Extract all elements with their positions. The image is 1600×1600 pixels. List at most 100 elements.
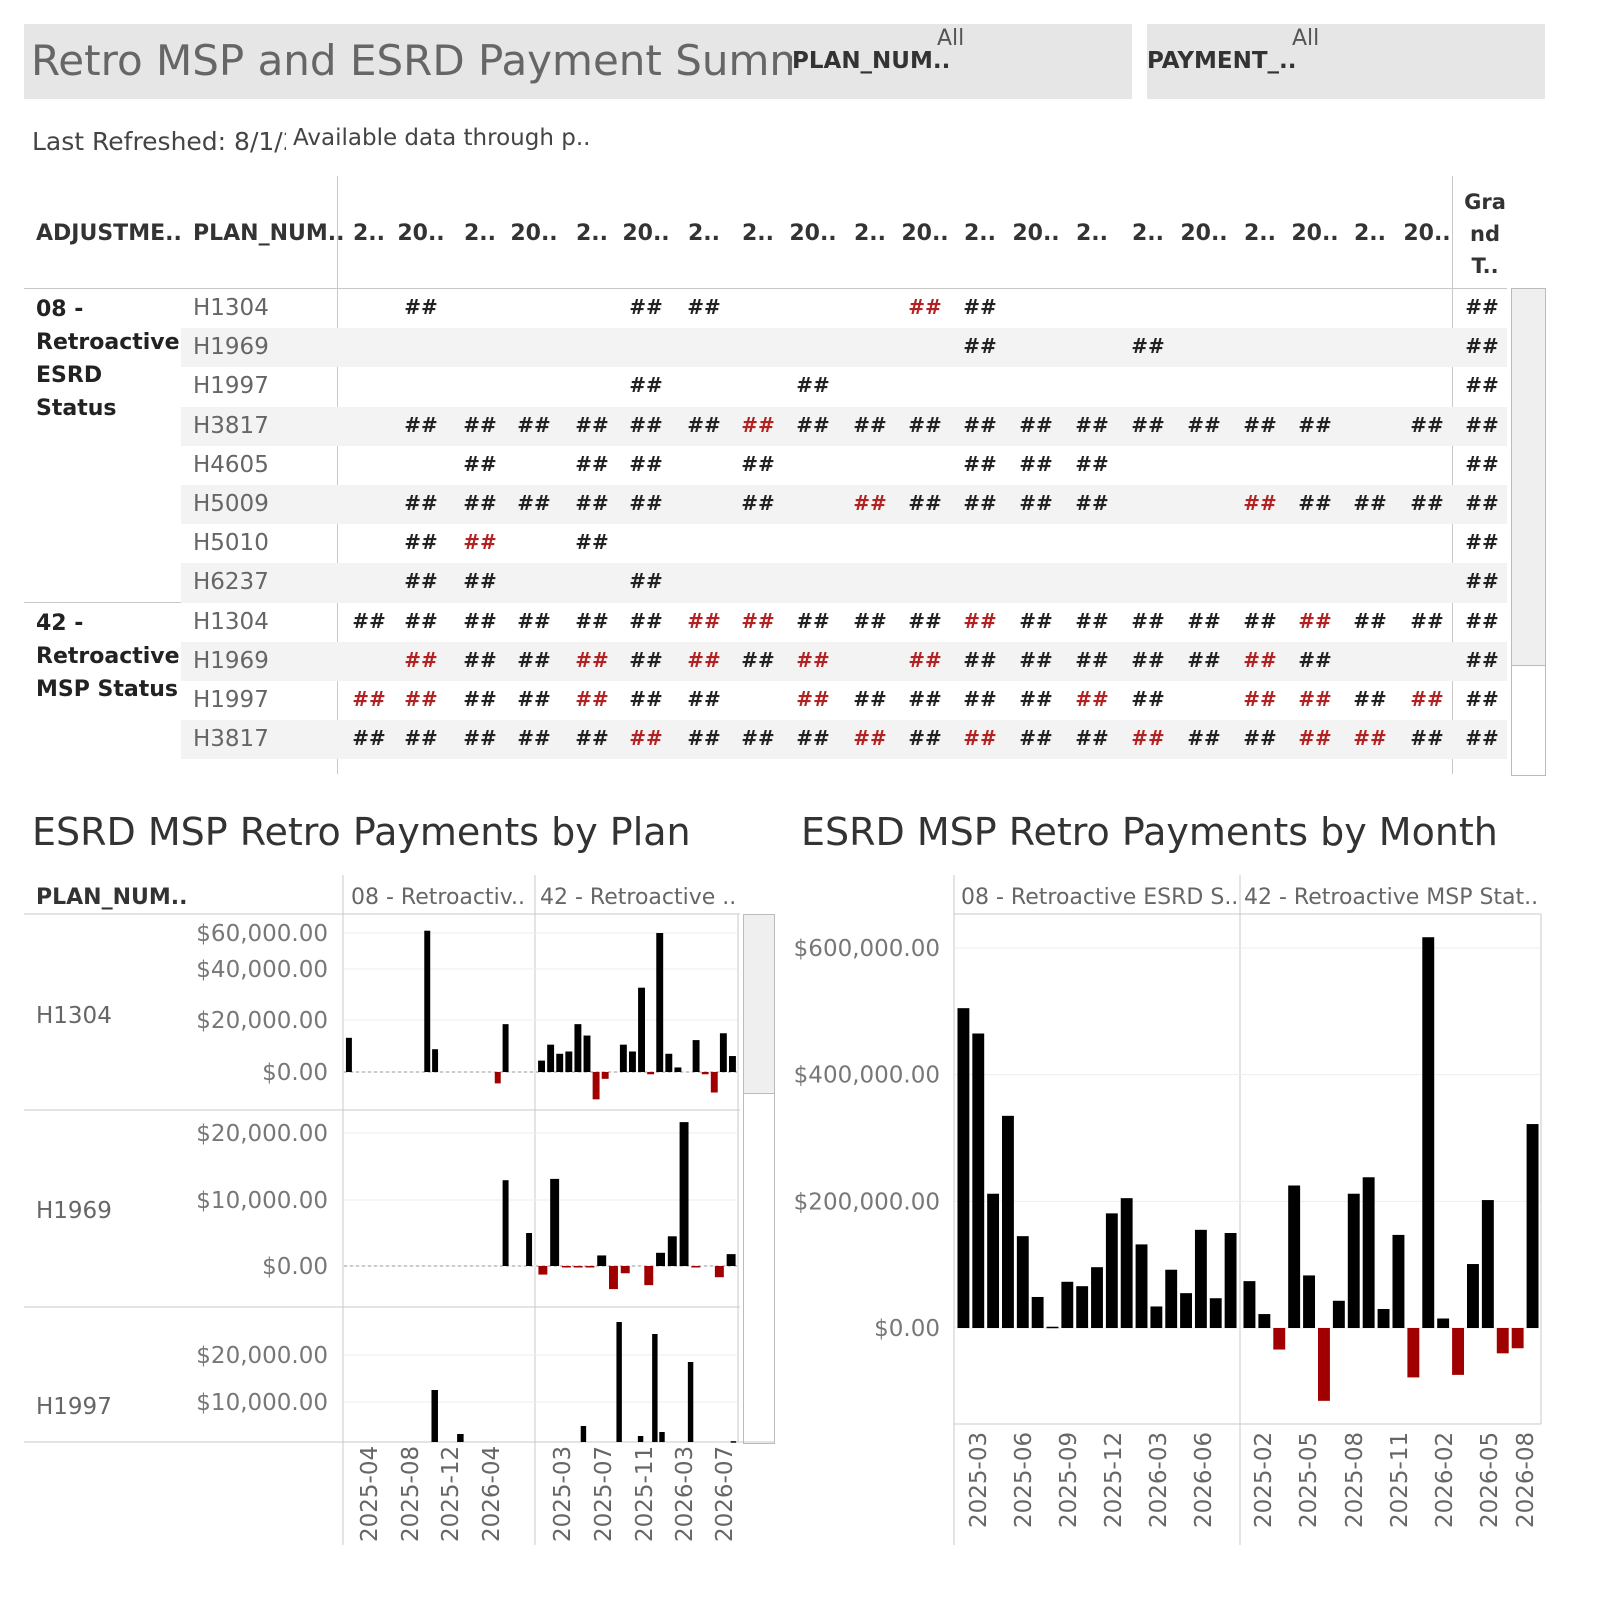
- table-cell[interactable]: ##: [1298, 608, 1332, 633]
- table-cell[interactable]: ##: [629, 608, 663, 633]
- table-cell[interactable]: ##: [853, 491, 887, 515]
- grand-total-cell[interactable]: ##: [1465, 530, 1499, 555]
- table-cell[interactable]: ##: [687, 647, 721, 672]
- table-cell[interactable]: ##: [908, 412, 942, 437]
- table-cell[interactable]: ##: [1410, 491, 1444, 515]
- month-col-header[interactable]: 2..: [352, 221, 386, 246]
- table-cell[interactable]: ##: [463, 726, 497, 751]
- table-cell[interactable]: ##: [1019, 647, 1053, 672]
- month-col-header[interactable]: 20..: [397, 221, 445, 246]
- table-cell[interactable]: ##: [1131, 726, 1165, 751]
- table-cell[interactable]: ##: [1075, 451, 1109, 476]
- grand-total-cell[interactable]: ##: [1465, 647, 1499, 672]
- table-cell[interactable]: ##: [404, 530, 438, 555]
- table-cell[interactable]: ##: [404, 295, 438, 319]
- table-cell[interactable]: ##: [1075, 726, 1109, 751]
- plan-chart-scrollbar[interactable]: [743, 914, 775, 1444]
- payment-filter[interactable]: PAYMENT_.. All: [1147, 24, 1545, 99]
- table-cell[interactable]: ##: [853, 726, 887, 751]
- month-col-header[interactable]: 2..: [963, 221, 997, 246]
- table-cell[interactable]: ##: [575, 530, 609, 555]
- payment-filter-value[interactable]: All: [1292, 26, 1320, 51]
- grand-total-cell[interactable]: ##: [1465, 334, 1499, 359]
- table-cell[interactable]: ##: [629, 412, 663, 437]
- table-cell[interactable]: ##: [404, 412, 438, 437]
- table-cell[interactable]: ##: [1019, 687, 1053, 711]
- table-cell[interactable]: ##: [1243, 608, 1277, 633]
- table-cell[interactable]: ##: [963, 608, 997, 633]
- grand-total-header[interactable]: Gra nd T..: [1464, 190, 1506, 278]
- table-cell[interactable]: ##: [629, 647, 663, 672]
- table-cell[interactable]: ##: [796, 687, 830, 711]
- table-cell[interactable]: ##: [575, 451, 609, 476]
- plan-num-filter-value[interactable]: All: [937, 26, 965, 51]
- adjustment-col-header[interactable]: ADJUSTME..: [36, 221, 182, 246]
- table-cell[interactable]: ##: [352, 687, 386, 711]
- table-cell[interactable]: ##: [463, 491, 497, 515]
- plan-chart-scrollbar-thumb[interactable]: [744, 915, 774, 1094]
- month-col-header[interactable]: 20..: [622, 221, 670, 246]
- table-cell[interactable]: ##: [1410, 412, 1444, 437]
- grand-total-cell[interactable]: ##: [1465, 373, 1499, 398]
- table-cell[interactable]: ##: [796, 726, 830, 751]
- table-cell[interactable]: ##: [1243, 491, 1277, 515]
- table-cell[interactable]: ##: [629, 491, 663, 515]
- table-cell[interactable]: ##: [1075, 608, 1109, 633]
- table-cell[interactable]: ##: [1075, 412, 1109, 437]
- table-cell[interactable]: ##: [1187, 608, 1221, 633]
- table-scrollbar-thumb[interactable]: [1512, 289, 1545, 666]
- table-cell[interactable]: ##: [404, 569, 438, 594]
- table-cell[interactable]: ##: [1353, 726, 1387, 751]
- table-cell[interactable]: ##: [629, 726, 663, 751]
- grand-total-cell[interactable]: ##: [1465, 412, 1499, 437]
- month-col-header[interactable]: 20..: [1403, 221, 1451, 246]
- table-cell[interactable]: ##: [575, 608, 609, 633]
- table-cell[interactable]: ##: [963, 647, 997, 672]
- table-cell[interactable]: ##: [404, 491, 438, 515]
- table-cell[interactable]: ##: [404, 726, 438, 751]
- month-col-header[interactable]: 2..: [575, 221, 609, 246]
- table-cell[interactable]: ##: [1243, 687, 1277, 711]
- table-cell[interactable]: ##: [1298, 412, 1332, 437]
- plan-num-filter[interactable]: PLAN_NUM.. All: [792, 24, 1132, 99]
- table-cell[interactable]: ##: [908, 647, 942, 672]
- table-cell[interactable]: ##: [1298, 647, 1332, 672]
- table-cell[interactable]: ##: [741, 726, 775, 751]
- table-cell[interactable]: ##: [796, 373, 830, 398]
- grand-total-cell[interactable]: ##: [1465, 726, 1499, 751]
- grand-total-cell[interactable]: ##: [1465, 687, 1499, 711]
- table-cell[interactable]: ##: [796, 608, 830, 633]
- table-cell[interactable]: ##: [575, 412, 609, 437]
- month-col-header[interactable]: 20..: [789, 221, 837, 246]
- table-cell[interactable]: ##: [1019, 608, 1053, 633]
- table-cell[interactable]: ##: [1243, 726, 1277, 751]
- plan-col-header[interactable]: PLAN_NUM..: [193, 221, 345, 246]
- table-cell[interactable]: ##: [1131, 334, 1165, 359]
- table-cell[interactable]: ##: [352, 726, 386, 751]
- table-cell[interactable]: ##: [517, 491, 551, 515]
- table-cell[interactable]: ##: [908, 491, 942, 515]
- table-cell[interactable]: ##: [908, 608, 942, 633]
- table-cell[interactable]: ##: [575, 491, 609, 515]
- grand-total-cell[interactable]: ##: [1465, 608, 1499, 633]
- table-cell[interactable]: ##: [517, 647, 551, 672]
- month-col-header[interactable]: 20..: [1012, 221, 1060, 246]
- table-cell[interactable]: ##: [463, 569, 497, 594]
- table-cell[interactable]: ##: [1075, 491, 1109, 515]
- table-cell[interactable]: ##: [908, 726, 942, 751]
- table-cell[interactable]: ##: [1187, 412, 1221, 437]
- table-cell[interactable]: ##: [1410, 687, 1444, 711]
- table-cell[interactable]: ##: [853, 412, 887, 437]
- month-col-header[interactable]: 2..: [1243, 221, 1277, 246]
- table-cell[interactable]: ##: [741, 608, 775, 633]
- table-cell[interactable]: ##: [796, 412, 830, 437]
- table-cell[interactable]: ##: [463, 647, 497, 672]
- table-cell[interactable]: ##: [1019, 726, 1053, 751]
- table-cell[interactable]: ##: [463, 687, 497, 711]
- table-cell[interactable]: ##: [1075, 687, 1109, 711]
- table-cell[interactable]: ##: [687, 608, 721, 633]
- table-cell[interactable]: ##: [1187, 647, 1221, 672]
- table-cell[interactable]: ##: [1131, 647, 1165, 672]
- table-cell[interactable]: ##: [963, 295, 997, 319]
- table-cell[interactable]: ##: [741, 412, 775, 437]
